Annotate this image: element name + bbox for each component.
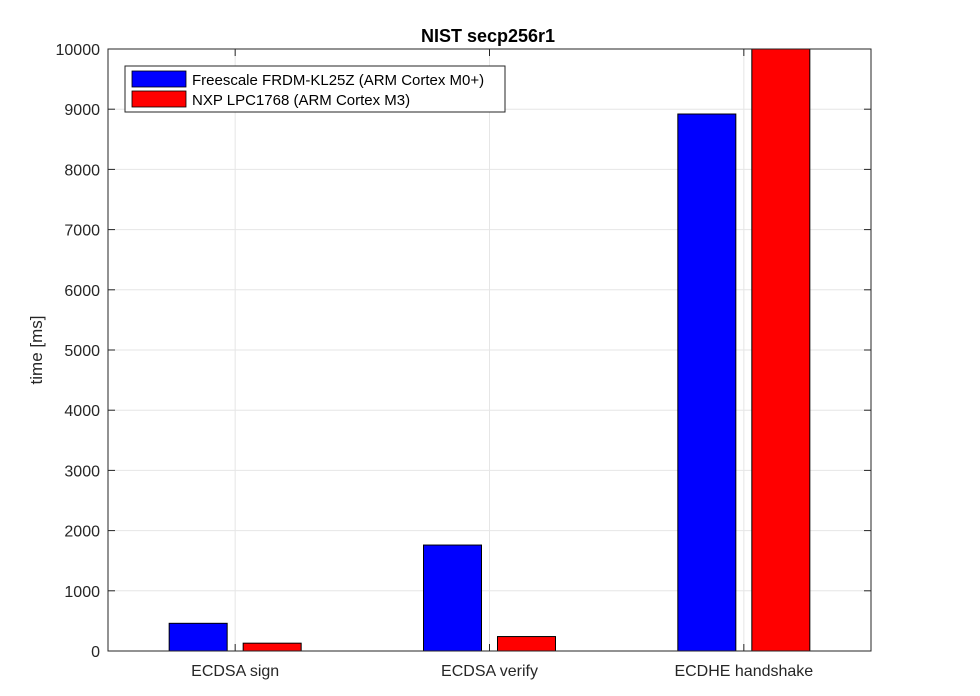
legend-swatch-1 [131,90,187,108]
y-tick-label: 4000 [64,403,100,420]
legend-swatch-0 [131,70,187,88]
bar-series-1-0 [242,642,302,652]
legend: Freescale FRDM-KL25Z (ARM Cortex M0+) NX… [124,65,506,113]
x-tick-label: ECDHE handshake [674,663,813,680]
bar-series-0-0 [168,622,228,652]
y-tick-label: 3000 [64,463,100,480]
y-tick-label: 7000 [64,223,100,240]
legend-box [124,65,506,113]
y-tick-label: 9000 [64,102,100,119]
y-tick-label: 8000 [64,162,100,179]
bar-series-1-1 [497,636,556,652]
bar-series-1-2 [751,48,811,652]
y-tick-label: 5000 [64,343,100,360]
legend-entry-0: Freescale FRDM-KL25Z (ARM Cortex M0+) [192,72,484,89]
bar-series-0-1 [423,544,482,652]
bars [168,48,811,652]
y-tick-label: 10000 [56,42,101,59]
y-tick-label: 0 [91,644,100,661]
y-tick-label: 6000 [64,283,100,300]
legend-entry-1: NXP LPC1768 (ARM Cortex M3) [192,92,410,109]
x-tick-label: ECDSA sign [191,663,279,680]
x-axis: ECDSA sign ECDSA verify ECDHE handshake [191,49,813,680]
chart-title: NIST secp256r1 [421,26,555,46]
y-axis: 0 1000 2000 3000 4000 5000 6000 7000 8000 9000 100… [56,42,871,661]
y-tick-label: 2000 [64,524,100,541]
x-tick-label: ECDSA verify [441,663,538,680]
y-tick-label: 1000 [64,584,100,601]
y-axis-label: time [ms] [27,316,46,385]
bar-series-0-2 [677,113,737,652]
